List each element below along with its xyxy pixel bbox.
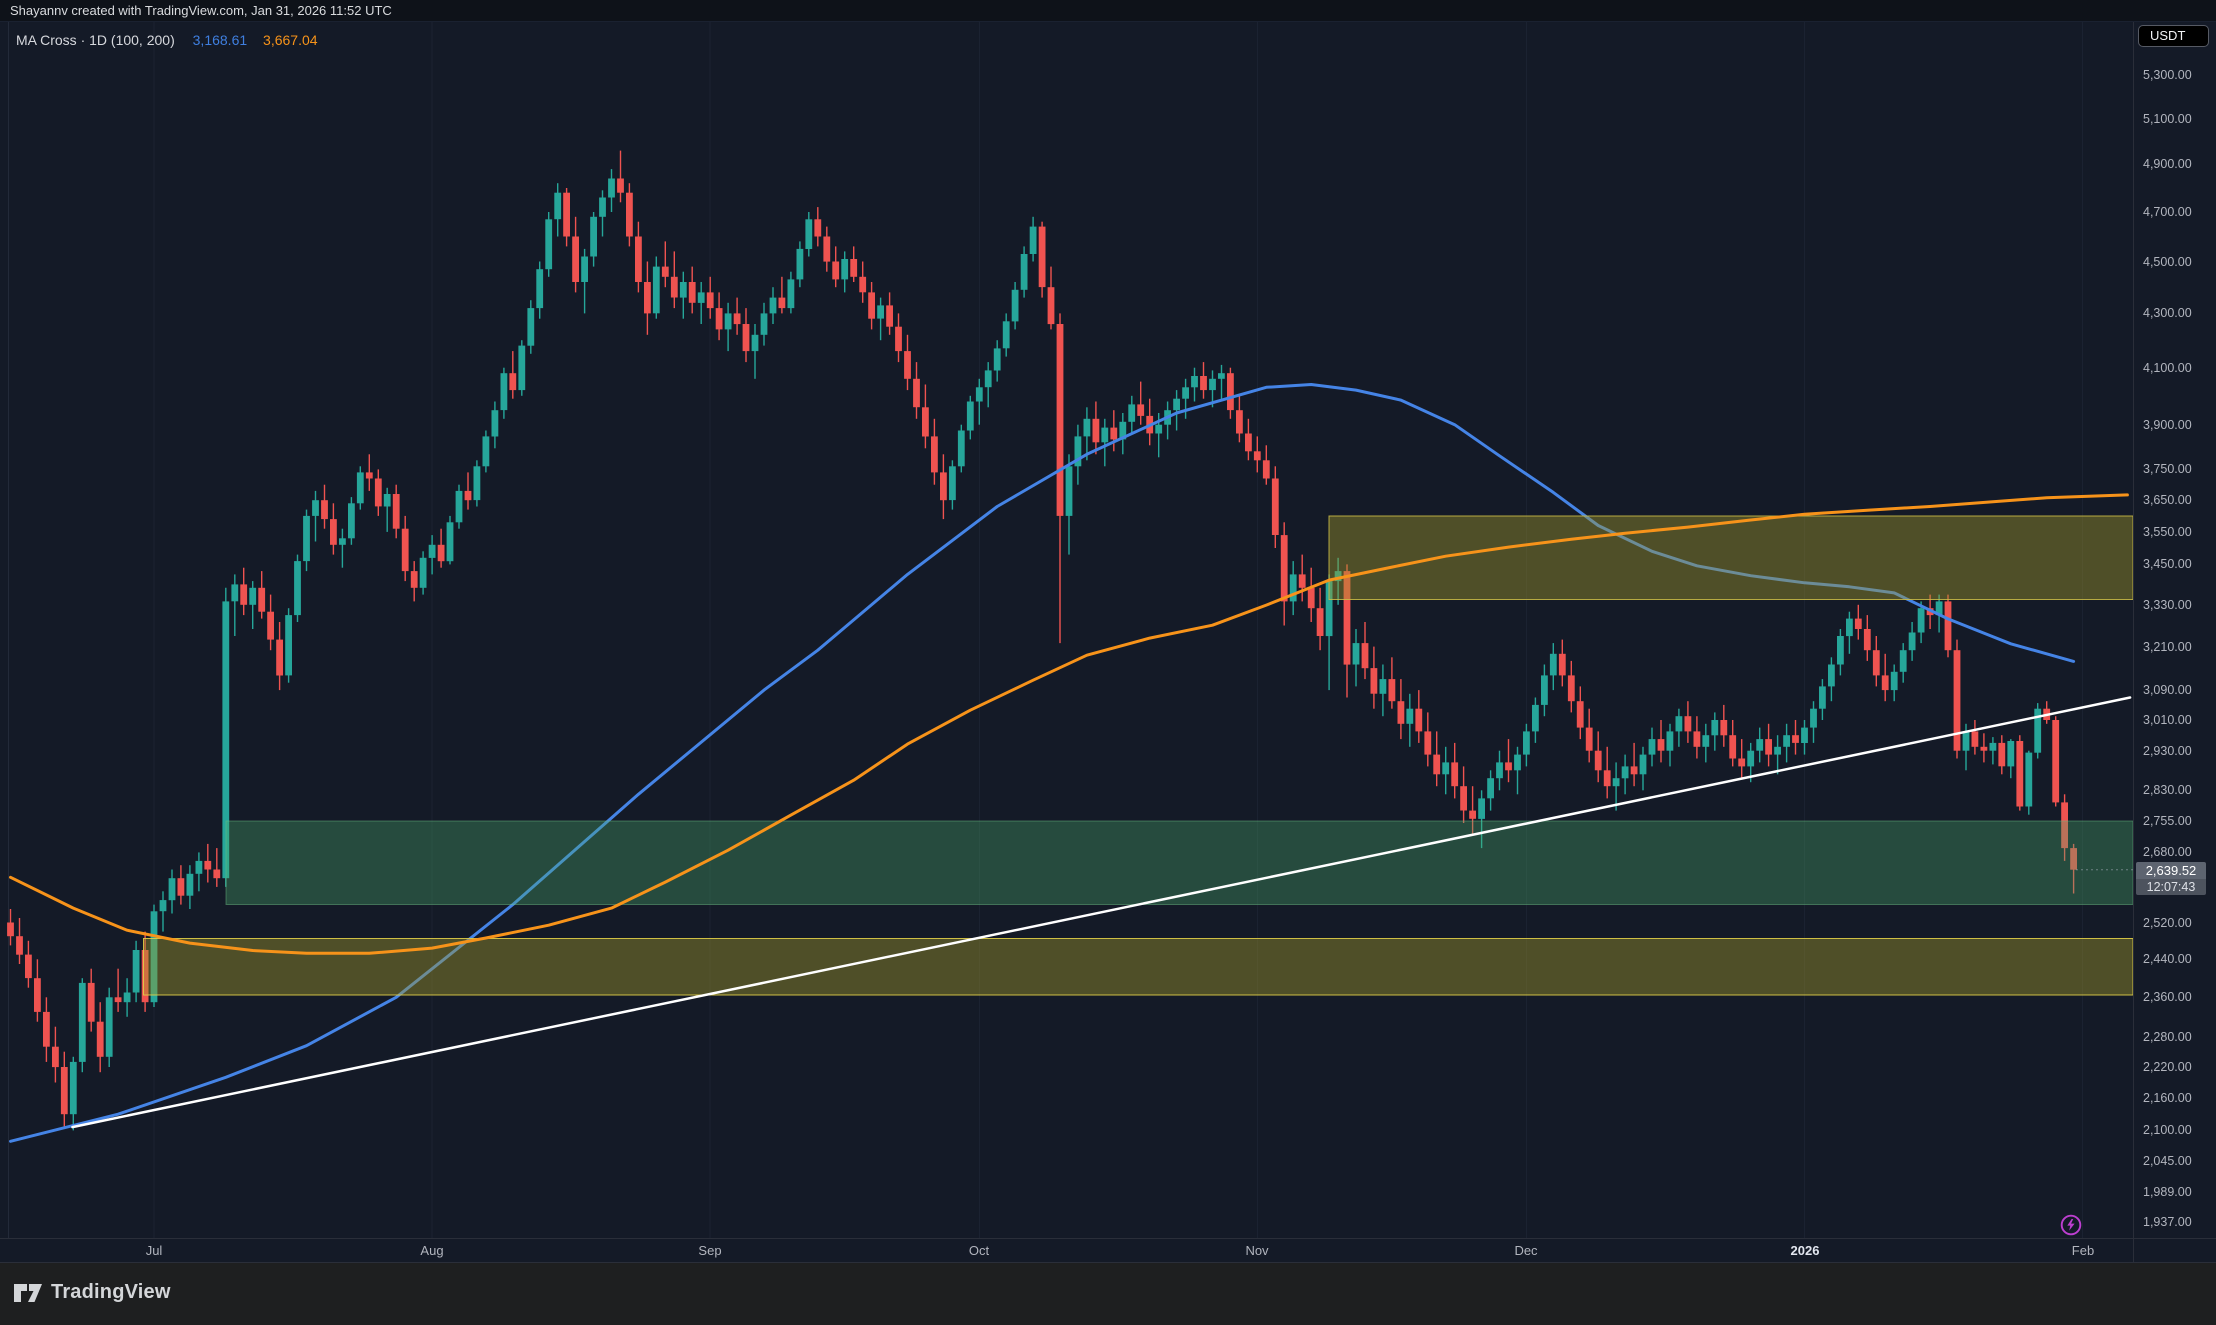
price-axis-label: 4,700.00 <box>2143 205 2192 219</box>
time-axis-label: Oct <box>968 1243 990 1258</box>
price-axis-label: 2,280.00 <box>2143 1030 2192 1044</box>
price-axis-label: 4,300.00 <box>2143 306 2192 320</box>
price-axis-label: 2,160.00 <box>2143 1091 2192 1105</box>
attribution-bar: Shayannv created with TradingView.com, J… <box>0 0 2216 22</box>
price-axis-label: 3,330.00 <box>2143 598 2192 612</box>
tradingview-logo-icon <box>14 1283 42 1302</box>
currency-toggle-button[interactable]: USDT <box>2138 25 2209 47</box>
price-axis-label: 2,680.00 <box>2143 845 2192 859</box>
price-axis-label: 1,989.00 <box>2143 1185 2192 1199</box>
chart-pane[interactable] <box>0 22 2216 1263</box>
price-axis-label: 3,010.00 <box>2143 713 2192 727</box>
price-axis-label: 4,100.00 <box>2143 361 2192 375</box>
price-axis-label: 3,900.00 <box>2143 418 2192 432</box>
price-axis-label: 3,090.00 <box>2143 683 2192 697</box>
indicator-name: MA Cross <box>16 32 77 48</box>
price-axis-label: 3,550.00 <box>2143 525 2192 539</box>
price-axis-label: 2,830.00 <box>2143 783 2192 797</box>
footer-bar: TradingView <box>0 1263 2216 1325</box>
price-axis-label: 2,360.00 <box>2143 990 2192 1004</box>
time-axis-label: Feb <box>2071 1243 2095 1258</box>
lightning-icon <box>2060 1214 2082 1236</box>
indicator-legend[interactable]: MA Cross · 1D (100, 200) 3,168.61 3,667.… <box>16 32 318 48</box>
time-axis-label: Jul <box>145 1243 163 1258</box>
last-price-value: 2,639.52 <box>2136 862 2206 879</box>
tradingview-logo-text: TradingView <box>51 1281 171 1303</box>
quick-trade-button[interactable] <box>2059 1213 2083 1237</box>
price-axis-label: 1,937.00 <box>2143 1215 2192 1229</box>
price-axis-label: 3,210.00 <box>2143 640 2192 654</box>
price-axis[interactable]: USDT 2,639.52 12:07:43 5,300.00 5,100.00 4… <box>2133 22 2216 1263</box>
price-axis-label: 2,755.00 <box>2143 814 2192 828</box>
time-axis-label: 2026 <box>1790 1243 1820 1258</box>
price-axis-label: 2,045.00 <box>2143 1154 2192 1168</box>
price-axis-label: 2,100.00 <box>2143 1123 2192 1137</box>
time-axis-label: Dec <box>1514 1243 1538 1258</box>
price-axis-label: 3,450.00 <box>2143 557 2192 571</box>
indicator-details: · 1D (100, 200) <box>80 32 175 48</box>
tradingview-logo[interactable]: TradingView <box>13 1281 171 1304</box>
price-axis-label: 2,520.00 <box>2143 916 2192 930</box>
price-axis-label: 2,220.00 <box>2143 1060 2192 1074</box>
attribution-text: Shayannv created with TradingView.com, J… <box>10 3 392 18</box>
time-axis-label: Sep <box>698 1243 722 1258</box>
pane-left-border <box>8 22 9 1263</box>
price-axis-label: 5,100.00 <box>2143 112 2192 126</box>
price-axis-label: 3,650.00 <box>2143 493 2192 507</box>
price-axis-label: 2,930.00 <box>2143 744 2192 758</box>
price-axis-label: 3,750.00 <box>2143 462 2192 476</box>
time-axis-label: Aug <box>420 1243 444 1258</box>
last-price-label: 2,639.52 12:07:43 <box>2136 862 2206 895</box>
ma200-value: 3,667.04 <box>263 32 318 48</box>
price-axis-label: 5,300.00 <box>2143 68 2192 82</box>
bar-countdown: 12:07:43 <box>2136 879 2206 895</box>
time-axis[interactable]: Jul Aug Sep Oct Nov Dec 2026 Feb <box>0 1238 2216 1263</box>
time-axis-label: Nov <box>1245 1243 1269 1258</box>
price-axis-label: 4,500.00 <box>2143 255 2192 269</box>
price-axis-label: 2,440.00 <box>2143 952 2192 966</box>
ma100-value: 3,168.61 <box>192 32 248 48</box>
price-axis-label: 4,900.00 <box>2143 157 2192 171</box>
